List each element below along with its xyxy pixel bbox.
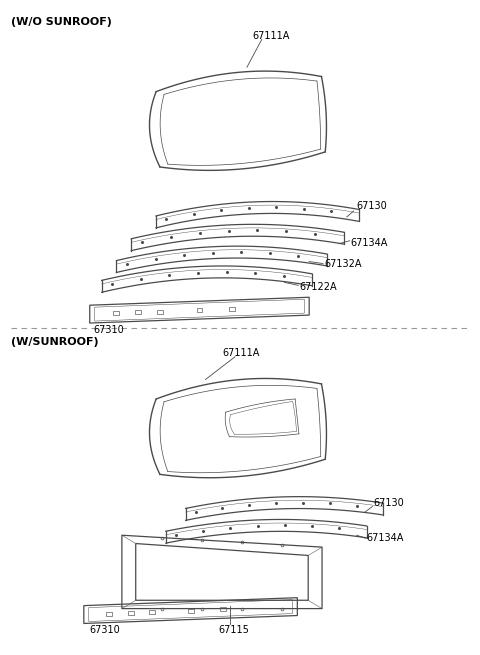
Text: (W/O SUNROOF): (W/O SUNROOF) (11, 16, 111, 27)
Bar (188, 608, 193, 612)
Bar (113, 311, 119, 315)
Text: 67115: 67115 (218, 626, 249, 635)
Text: 67310: 67310 (94, 325, 124, 335)
Bar (157, 310, 163, 314)
Text: 67132A: 67132A (324, 259, 361, 269)
Bar (135, 310, 141, 314)
Text: 67134A: 67134A (351, 238, 388, 248)
Text: 67130: 67130 (373, 498, 404, 508)
Text: 67122A: 67122A (300, 282, 337, 292)
Bar (220, 607, 226, 611)
Text: 67310: 67310 (90, 626, 120, 635)
Bar (107, 612, 112, 616)
Bar (149, 610, 155, 614)
Bar (196, 308, 203, 312)
Text: 67111A: 67111A (222, 348, 260, 358)
Bar (128, 611, 134, 615)
Text: 67134A: 67134A (367, 533, 404, 543)
Text: 67111A: 67111A (253, 31, 290, 41)
Bar (229, 307, 235, 311)
Text: (W/SUNROOF): (W/SUNROOF) (11, 337, 98, 347)
Text: 67130: 67130 (357, 201, 387, 211)
